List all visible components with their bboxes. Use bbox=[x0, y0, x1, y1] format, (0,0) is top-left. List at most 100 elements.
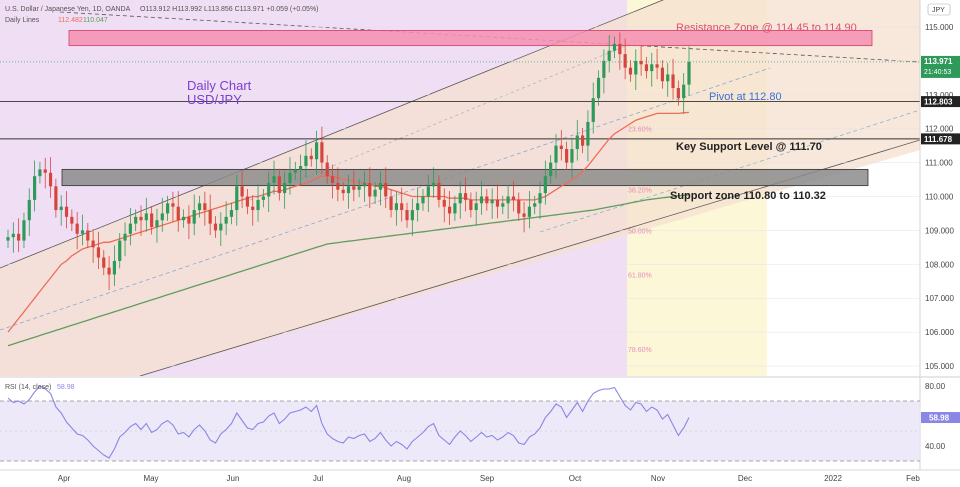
candle bbox=[251, 195, 255, 226]
candle-body bbox=[602, 60, 606, 78]
candle-body bbox=[192, 210, 196, 224]
candle-body bbox=[447, 206, 452, 214]
candle bbox=[671, 58, 675, 100]
candle-body bbox=[394, 203, 398, 211]
candle bbox=[421, 189, 425, 211]
candle bbox=[128, 208, 132, 246]
candle-body bbox=[330, 176, 335, 183]
candle bbox=[554, 134, 558, 179]
candle bbox=[634, 49, 638, 91]
candle bbox=[384, 167, 388, 209]
candle-body bbox=[671, 74, 675, 89]
candle bbox=[86, 222, 90, 249]
candle-body bbox=[453, 203, 457, 214]
candle-body bbox=[325, 162, 329, 177]
x-tick-label: Dec bbox=[738, 474, 752, 483]
candle bbox=[559, 130, 563, 161]
y-tick-label: 107.000 bbox=[925, 294, 954, 303]
candle bbox=[394, 191, 398, 226]
candle-body bbox=[522, 213, 526, 217]
candle bbox=[405, 202, 409, 228]
y-tick-label: 115.000 bbox=[925, 23, 954, 32]
symbol-title: U.S. Dollar / Japanese Yen, 1D, OANDA bbox=[5, 6, 131, 13]
candle bbox=[267, 171, 271, 213]
pivot-axis-badge bbox=[921, 96, 960, 108]
candle bbox=[506, 184, 510, 219]
candle-body bbox=[54, 186, 58, 211]
candle-body bbox=[596, 77, 601, 99]
y-tick-label: 111.000 bbox=[925, 159, 953, 168]
candle-body bbox=[150, 213, 154, 228]
candle-body bbox=[27, 199, 31, 221]
candle bbox=[288, 157, 292, 195]
x-tick-label: Nov bbox=[651, 474, 665, 483]
candle bbox=[70, 209, 74, 232]
candle-body bbox=[469, 199, 473, 211]
candle bbox=[341, 182, 345, 201]
candle bbox=[224, 201, 228, 236]
candle bbox=[54, 178, 58, 218]
candle-body bbox=[676, 88, 680, 99]
candle-body bbox=[580, 135, 585, 146]
candle-body bbox=[634, 60, 638, 75]
candle bbox=[197, 195, 202, 218]
candle-body bbox=[612, 43, 617, 51]
candle-body bbox=[123, 233, 127, 241]
candle bbox=[442, 188, 446, 223]
candle-body bbox=[527, 206, 531, 217]
candle bbox=[304, 140, 308, 178]
candle-body bbox=[378, 182, 383, 190]
candle-body bbox=[687, 61, 691, 85]
candle bbox=[586, 110, 590, 162]
candle-body bbox=[134, 216, 138, 224]
candle bbox=[171, 191, 175, 223]
candle bbox=[27, 188, 31, 236]
candle-body bbox=[240, 186, 244, 197]
candle bbox=[22, 212, 26, 249]
candle bbox=[373, 182, 377, 204]
candle-body bbox=[176, 206, 180, 221]
candle bbox=[102, 250, 106, 276]
candle bbox=[352, 170, 356, 202]
candle-body bbox=[421, 196, 425, 204]
candle-body bbox=[400, 203, 404, 211]
candle-body bbox=[495, 199, 500, 207]
candle-body bbox=[251, 206, 255, 211]
candle bbox=[432, 167, 436, 198]
candle bbox=[463, 177, 468, 212]
candle-body bbox=[261, 196, 265, 200]
candle bbox=[96, 231, 101, 270]
rsi-tick-label: 80.00 bbox=[925, 382, 946, 391]
candle-body bbox=[554, 145, 558, 163]
candle-body bbox=[432, 182, 436, 187]
candle-body bbox=[389, 196, 393, 211]
pivot-axis-value: 112.803 bbox=[924, 98, 953, 107]
candle bbox=[522, 201, 526, 233]
candle bbox=[155, 208, 159, 243]
candle bbox=[118, 233, 122, 269]
candle bbox=[293, 161, 297, 181]
candle-body bbox=[283, 182, 287, 194]
candle-body bbox=[639, 60, 643, 65]
candle bbox=[314, 130, 319, 175]
candle bbox=[48, 157, 53, 198]
candle bbox=[501, 195, 505, 215]
candle-body bbox=[245, 196, 250, 207]
candle bbox=[612, 36, 617, 59]
candle-body bbox=[655, 64, 659, 68]
candle-body bbox=[48, 172, 53, 187]
candle-body bbox=[80, 230, 85, 234]
y-tick-label: 113.000 bbox=[925, 91, 954, 100]
candle bbox=[628, 60, 633, 82]
y-tick-label: 106.000 bbox=[925, 328, 954, 337]
candle-body bbox=[11, 233, 15, 238]
candle-body bbox=[166, 203, 170, 214]
candle bbox=[623, 38, 627, 80]
x-tick-label: Sep bbox=[480, 474, 495, 483]
grey-dashed-diagonal bbox=[249, 39, 641, 201]
x-tick-label: May bbox=[143, 474, 158, 483]
candle bbox=[495, 184, 500, 219]
last-price-value: 113.971 bbox=[924, 57, 953, 66]
x-tick-label: 2022 bbox=[824, 474, 842, 483]
